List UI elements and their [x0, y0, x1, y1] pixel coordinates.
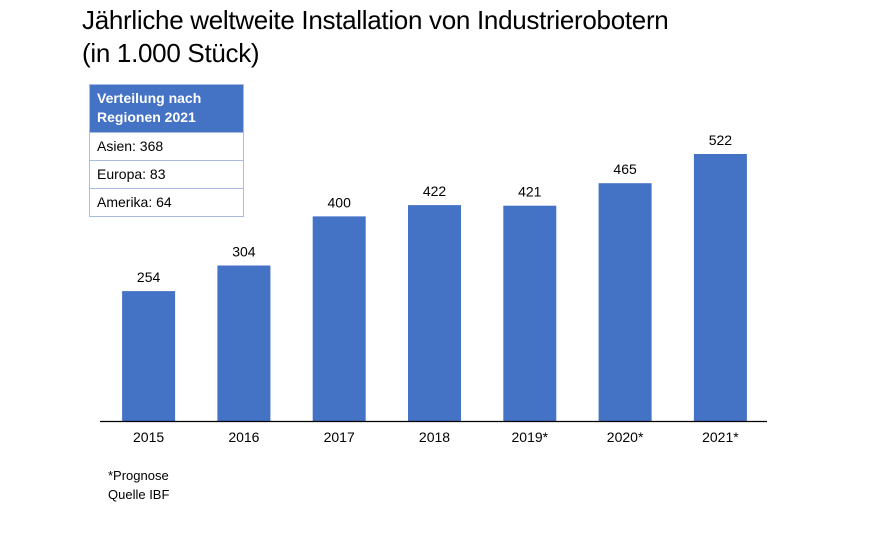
value-label: 465	[613, 161, 637, 177]
bar-2016	[217, 265, 271, 421]
footnote-forecast: *Prognose	[108, 468, 169, 483]
region-row-america: Amerika: 64	[90, 188, 243, 216]
bar-2017	[312, 216, 366, 421]
chart-title: Jährliche weltweite Installation von Ind…	[82, 4, 669, 70]
value-label: 254	[137, 269, 161, 285]
value-label: 304	[232, 244, 256, 260]
chart-title-line-2: (in 1.000 Stück)	[82, 38, 260, 68]
bar-2015	[122, 291, 176, 421]
value-label: 400	[328, 194, 352, 210]
region-row-asia: Asien: 368	[90, 132, 243, 160]
region-box-header-line-1: Verteilung nach	[97, 90, 202, 106]
value-labels-group: 254 304 400 422 421 465 522	[137, 132, 732, 285]
value-label: 422	[423, 183, 447, 199]
category-label: 2016	[228, 429, 259, 445]
region-row-europe: Europa: 83	[90, 160, 243, 188]
category-label: 2020*	[607, 429, 644, 445]
bar-2020	[598, 183, 652, 421]
category-label: 2015	[133, 429, 164, 445]
region-box-header: Verteilung nach Regionen 2021	[90, 85, 243, 132]
bars-group	[122, 154, 747, 421]
chart-title-line-1: Jährliche weltweite Installation von Ind…	[82, 5, 669, 35]
category-label: 2017	[324, 429, 355, 445]
footnotes: *Prognose Quelle IBF	[108, 466, 169, 504]
region-box-header-line-2: Regionen 2021	[97, 109, 196, 125]
bar-2018	[408, 205, 461, 421]
bar-2021	[693, 154, 747, 421]
category-label: 2019*	[512, 429, 549, 445]
bar-2019	[503, 205, 557, 421]
region-distribution-box: Verteilung nach Regionen 2021 Asien: 368…	[89, 84, 244, 217]
footnote-source: Quelle IBF	[108, 487, 170, 502]
category-label: 2018	[419, 429, 450, 445]
value-label: 522	[709, 132, 733, 148]
category-labels-group: 2015 2016 2017 2018 2019* 2020* 2021*	[133, 429, 739, 445]
category-label: 2021*	[702, 429, 739, 445]
value-label: 421	[518, 184, 542, 200]
